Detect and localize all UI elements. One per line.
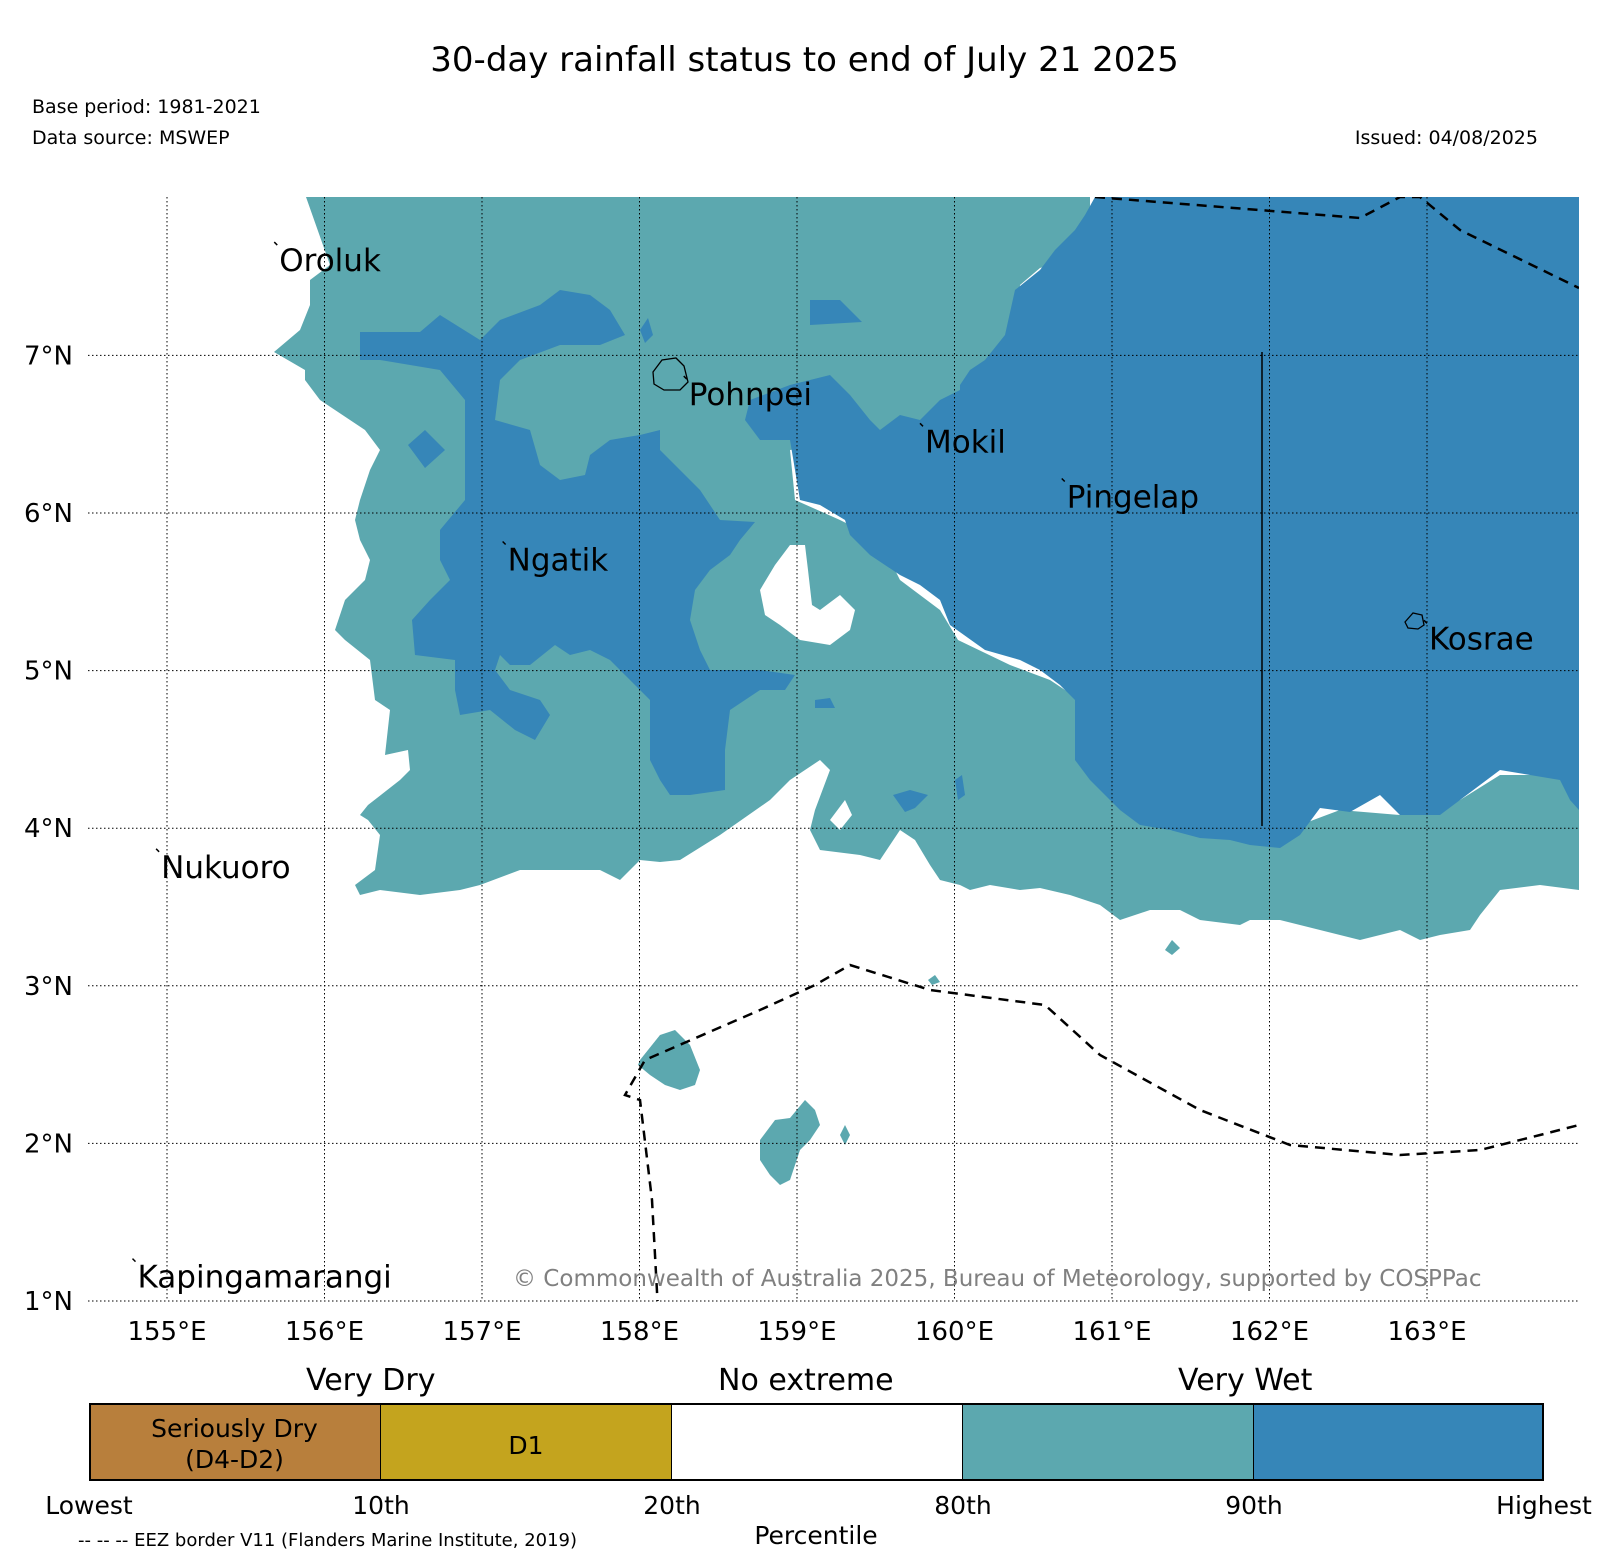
map-title: 30-day rainfall status to end of July 21… (430, 40, 1179, 80)
no-extreme-hole-1 (760, 545, 855, 645)
lon-tick-label: 162°E (1230, 1317, 1309, 1347)
wet-90-region-blob-1 (810, 300, 862, 325)
place-label-nukuoro: Nukuoro (161, 850, 290, 886)
lat-tick-label: 2°N (24, 1129, 73, 1159)
place-marker (273, 241, 278, 246)
eez-border-south (623, 963, 1579, 1301)
wet-90-region-west (360, 290, 795, 795)
lat-tick-label: 7°N (24, 341, 73, 371)
wet-80-region-south-1 (638, 1030, 700, 1090)
eez-border-north (1094, 197, 1579, 290)
place-marker (502, 540, 507, 546)
no-extreme-hole-2 (830, 800, 852, 830)
lon-tick-label: 163°E (1387, 1317, 1466, 1347)
lon-tick-label: 161°E (1072, 1317, 1151, 1347)
data-source: Data source: MSWEP (32, 127, 230, 149)
place-label-pingelap: Pingelap (1067, 479, 1199, 515)
place-label-ngatik: Ngatik (508, 543, 609, 579)
wet-80-region-islet (1165, 940, 1180, 955)
place-marker (1061, 477, 1066, 483)
lon-tick-label: 159°E (757, 1317, 836, 1347)
wet-80-region-main (274, 197, 1579, 940)
place-marker (1423, 619, 1428, 624)
lon-tick-label: 156°E (285, 1317, 364, 1347)
lat-tick-label: 1°N (24, 1287, 73, 1317)
place-label-mokil: Mokil (925, 424, 1006, 460)
place-label-pohnpei: Pohnpei (689, 377, 812, 413)
wet-80-region-islet-2 (928, 975, 940, 985)
place-marker (683, 375, 688, 380)
place-label-kapingamarangi: Kapingamarangi (138, 1260, 392, 1296)
wet-80-region-south-2 (760, 1100, 820, 1185)
place-marker (131, 1258, 137, 1263)
lat-tick-label: 3°N (24, 972, 73, 1002)
lon-tick-label: 158°E (600, 1317, 679, 1347)
lat-tick-label: 5°N (24, 657, 73, 687)
wet-90-region-blob-6 (640, 318, 653, 343)
wet-80-region-south-3 (840, 1125, 850, 1145)
wet-90-region-blob-4 (955, 775, 965, 800)
wet-90-region-east (745, 197, 1579, 848)
place-label-oroluk: Oroluk (279, 243, 381, 279)
rainfall-regions (274, 197, 1579, 1185)
lon-tick-label: 155°E (127, 1317, 206, 1347)
wet-90-region-blob-2 (408, 430, 445, 468)
kosrae-island-outline (1404, 612, 1425, 630)
place-marker (919, 422, 924, 427)
place-labels: Oroluk Pohnpei Mokil Pingelap Ngatik Kosrae Nu… (131, 241, 1534, 1296)
place-label-kosrae: Kosrae (1429, 621, 1534, 657)
lat-tick-label: 6°N (24, 499, 73, 529)
base-period: Base period: 1981-2021 (32, 96, 261, 118)
map-grid (88, 197, 1579, 1302)
place-marker (155, 848, 160, 853)
pohnpei-island-outline (652, 357, 689, 391)
lon-tick-label: 160°E (915, 1317, 994, 1347)
issued-date: Issued: 04/08/2025 (1354, 127, 1538, 149)
eez-borders (623, 197, 1579, 1301)
wet-90-region-blob-3 (893, 790, 928, 812)
lat-tick-label: 4°N (24, 814, 73, 844)
copyright-text: © Commonwealth of Australia 2025, Bureau… (513, 1266, 1482, 1292)
axis-ticks: 155°E 156°E 157°E 158°E 159°E 160°E 161°E 162°E… (24, 341, 1467, 1347)
lon-tick-label: 157°E (442, 1317, 521, 1347)
wet-90-region-blob-5 (815, 698, 835, 708)
